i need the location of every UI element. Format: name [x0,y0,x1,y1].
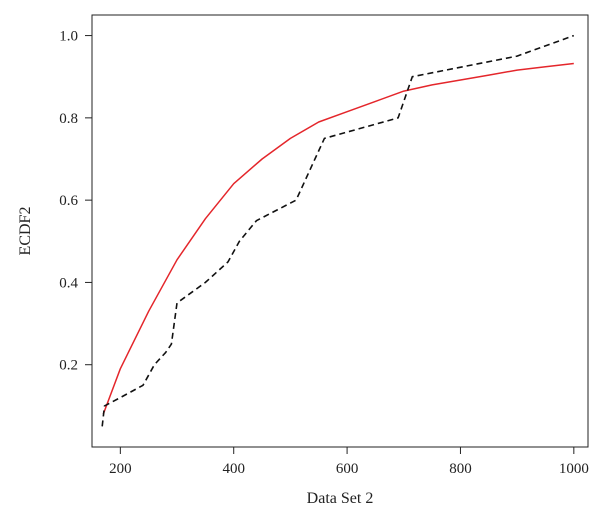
x-tick-label: 800 [449,461,472,477]
y-tick-label: 0.4 [59,275,78,291]
y-tick-label: 1.0 [59,29,78,45]
plot-frame [91,14,589,448]
x-tick-label: 400 [222,461,245,477]
plot-border [91,14,589,448]
x-tick-label: 600 [336,461,359,477]
series-layer [101,34,575,427]
series-solid-line [102,62,574,415]
x-tick-label: 1000 [559,461,589,477]
x-axis: 200 400 600 800 1000 [109,447,589,477]
y-tick-label: 0.6 [59,193,78,209]
y-axis: 0.2 0.4 0.6 0.8 1.0 [59,29,92,374]
series-dashed-line [101,34,575,427]
y-tick-label: 0.2 [59,358,78,374]
y-tick-label: 0.8 [59,111,78,127]
x-tick-label: 200 [109,461,132,477]
x-axis-title: Data Set 2 [307,490,374,507]
y-axis-title: ECDF2 [17,207,34,256]
